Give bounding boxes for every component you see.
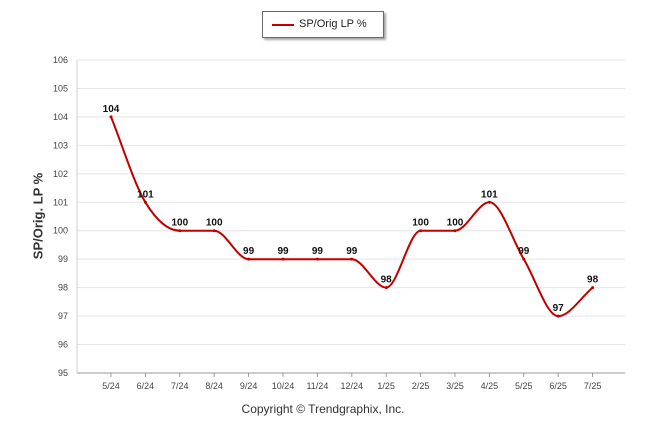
x-tick-label: 5/25 xyxy=(515,381,533,391)
x-tick-label: 4/25 xyxy=(481,381,499,391)
data-point xyxy=(453,229,457,233)
tick-labels: 95 96 97 98 99 100 101 102 103 104 105 106 5/24 6/24 7… xyxy=(53,55,601,391)
data-point xyxy=(281,257,285,261)
y-tick-label: 97 xyxy=(58,311,68,321)
data-label: 100 xyxy=(206,218,223,229)
x-tick-label: 8/24 xyxy=(205,381,223,391)
data-point xyxy=(212,229,216,233)
series-line xyxy=(109,115,595,318)
x-tick-label: 6/25 xyxy=(549,381,567,391)
data-point xyxy=(178,229,182,233)
x-tick-label: 5/24 xyxy=(102,381,120,391)
y-tick-label: 101 xyxy=(53,197,68,207)
y-tick-label: 102 xyxy=(53,169,68,179)
data-point xyxy=(487,200,491,204)
y-tick-label: 98 xyxy=(58,283,68,293)
y-tick-label: 100 xyxy=(53,226,68,236)
y-tick-label: 95 xyxy=(58,368,68,378)
legend: SP/Orig LP % xyxy=(262,11,384,38)
y-tick-label: 105 xyxy=(53,83,68,93)
gridlines xyxy=(77,59,625,374)
data-label: 101 xyxy=(481,189,498,200)
x-tick-label: 11/24 xyxy=(306,381,328,391)
y-tick-label: 99 xyxy=(58,254,68,264)
y-tick-label: 104 xyxy=(53,112,68,122)
x-tick-label: 3/25 xyxy=(446,381,464,391)
data-point xyxy=(522,257,526,261)
data-point xyxy=(143,200,147,204)
data-label: 99 xyxy=(518,246,530,257)
data-point xyxy=(591,286,595,290)
data-point xyxy=(109,115,113,119)
data-label: 99 xyxy=(312,246,324,257)
x-tick-label: 7/25 xyxy=(584,381,602,391)
legend-label: SP/Orig LP % xyxy=(299,18,367,30)
data-label: 99 xyxy=(346,246,358,257)
y-tick-label: 106 xyxy=(53,55,68,65)
y-axis-title: SP/Orig. LP % xyxy=(30,172,46,260)
x-tick-label: 1/25 xyxy=(377,381,395,391)
data-point xyxy=(556,314,560,318)
data-point xyxy=(384,286,388,290)
data-label: 98 xyxy=(381,275,393,286)
data-label: 99 xyxy=(277,246,289,257)
data-label: 100 xyxy=(171,218,188,229)
y-tick-label: 96 xyxy=(58,340,68,350)
data-label: 99 xyxy=(243,246,255,257)
copyright-footer: Copyright © Trendgraphix, Inc. xyxy=(241,402,405,416)
data-label: 101 xyxy=(137,189,154,200)
x-tick-label: 10/24 xyxy=(272,381,295,391)
legend-swatch xyxy=(272,24,294,26)
x-tick-label: 2/25 xyxy=(412,381,430,391)
data-label: 97 xyxy=(553,303,565,314)
data-label: 104 xyxy=(103,104,120,115)
data-point xyxy=(247,257,251,261)
x-tick-label: 7/24 xyxy=(171,381,189,391)
x-tick-label: 12/24 xyxy=(341,381,364,391)
data-label: 98 xyxy=(587,275,599,286)
data-point xyxy=(350,257,354,261)
data-labels: 104 101 100 100 99 99 99 99 98 100 100 101 99 97 98 xyxy=(103,104,599,314)
y-tick-label: 103 xyxy=(53,140,68,150)
data-point xyxy=(419,229,423,233)
data-label: 100 xyxy=(412,218,429,229)
data-point xyxy=(315,257,319,261)
x-tick-label: 6/24 xyxy=(137,381,155,391)
axes xyxy=(76,60,594,377)
series-path xyxy=(110,116,594,318)
data-label: 100 xyxy=(447,218,464,229)
x-tick-label: 9/24 xyxy=(240,381,258,391)
